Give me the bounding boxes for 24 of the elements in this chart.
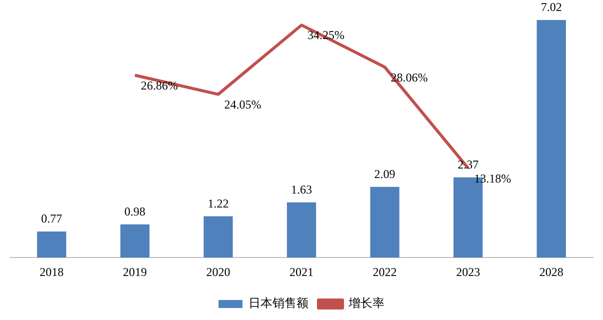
data-label: 13.18% [474,171,512,186]
x-tick-label: 2028 [539,264,564,279]
data-label: 1.63 [291,182,312,197]
x-tick-label: 2020 [206,264,230,279]
bar [37,232,66,258]
x-tick-label: 2021 [290,264,314,279]
x-tick-label: 2018 [40,264,64,279]
data-label: 7.02 [540,0,562,14]
data-label: 24.05% [224,97,262,112]
x-tick-label: 2023 [456,264,480,279]
bar [536,20,566,258]
bar [370,186,400,258]
bar [204,216,233,258]
data-label: 0.98 [124,204,146,219]
bar [120,224,150,258]
legend-label: 增长率 [348,296,384,310]
data-label: 0.77 [41,212,62,226]
data-label: 26.86% [140,78,178,92]
data-label: 2.09 [374,167,396,182]
bar [286,202,316,258]
data-label: 1.22 [208,196,229,210]
x-tick-label: 2022 [372,264,397,279]
legend-label: 日本销售额 [248,296,308,310]
x-tick-label: 2019 [122,264,147,279]
